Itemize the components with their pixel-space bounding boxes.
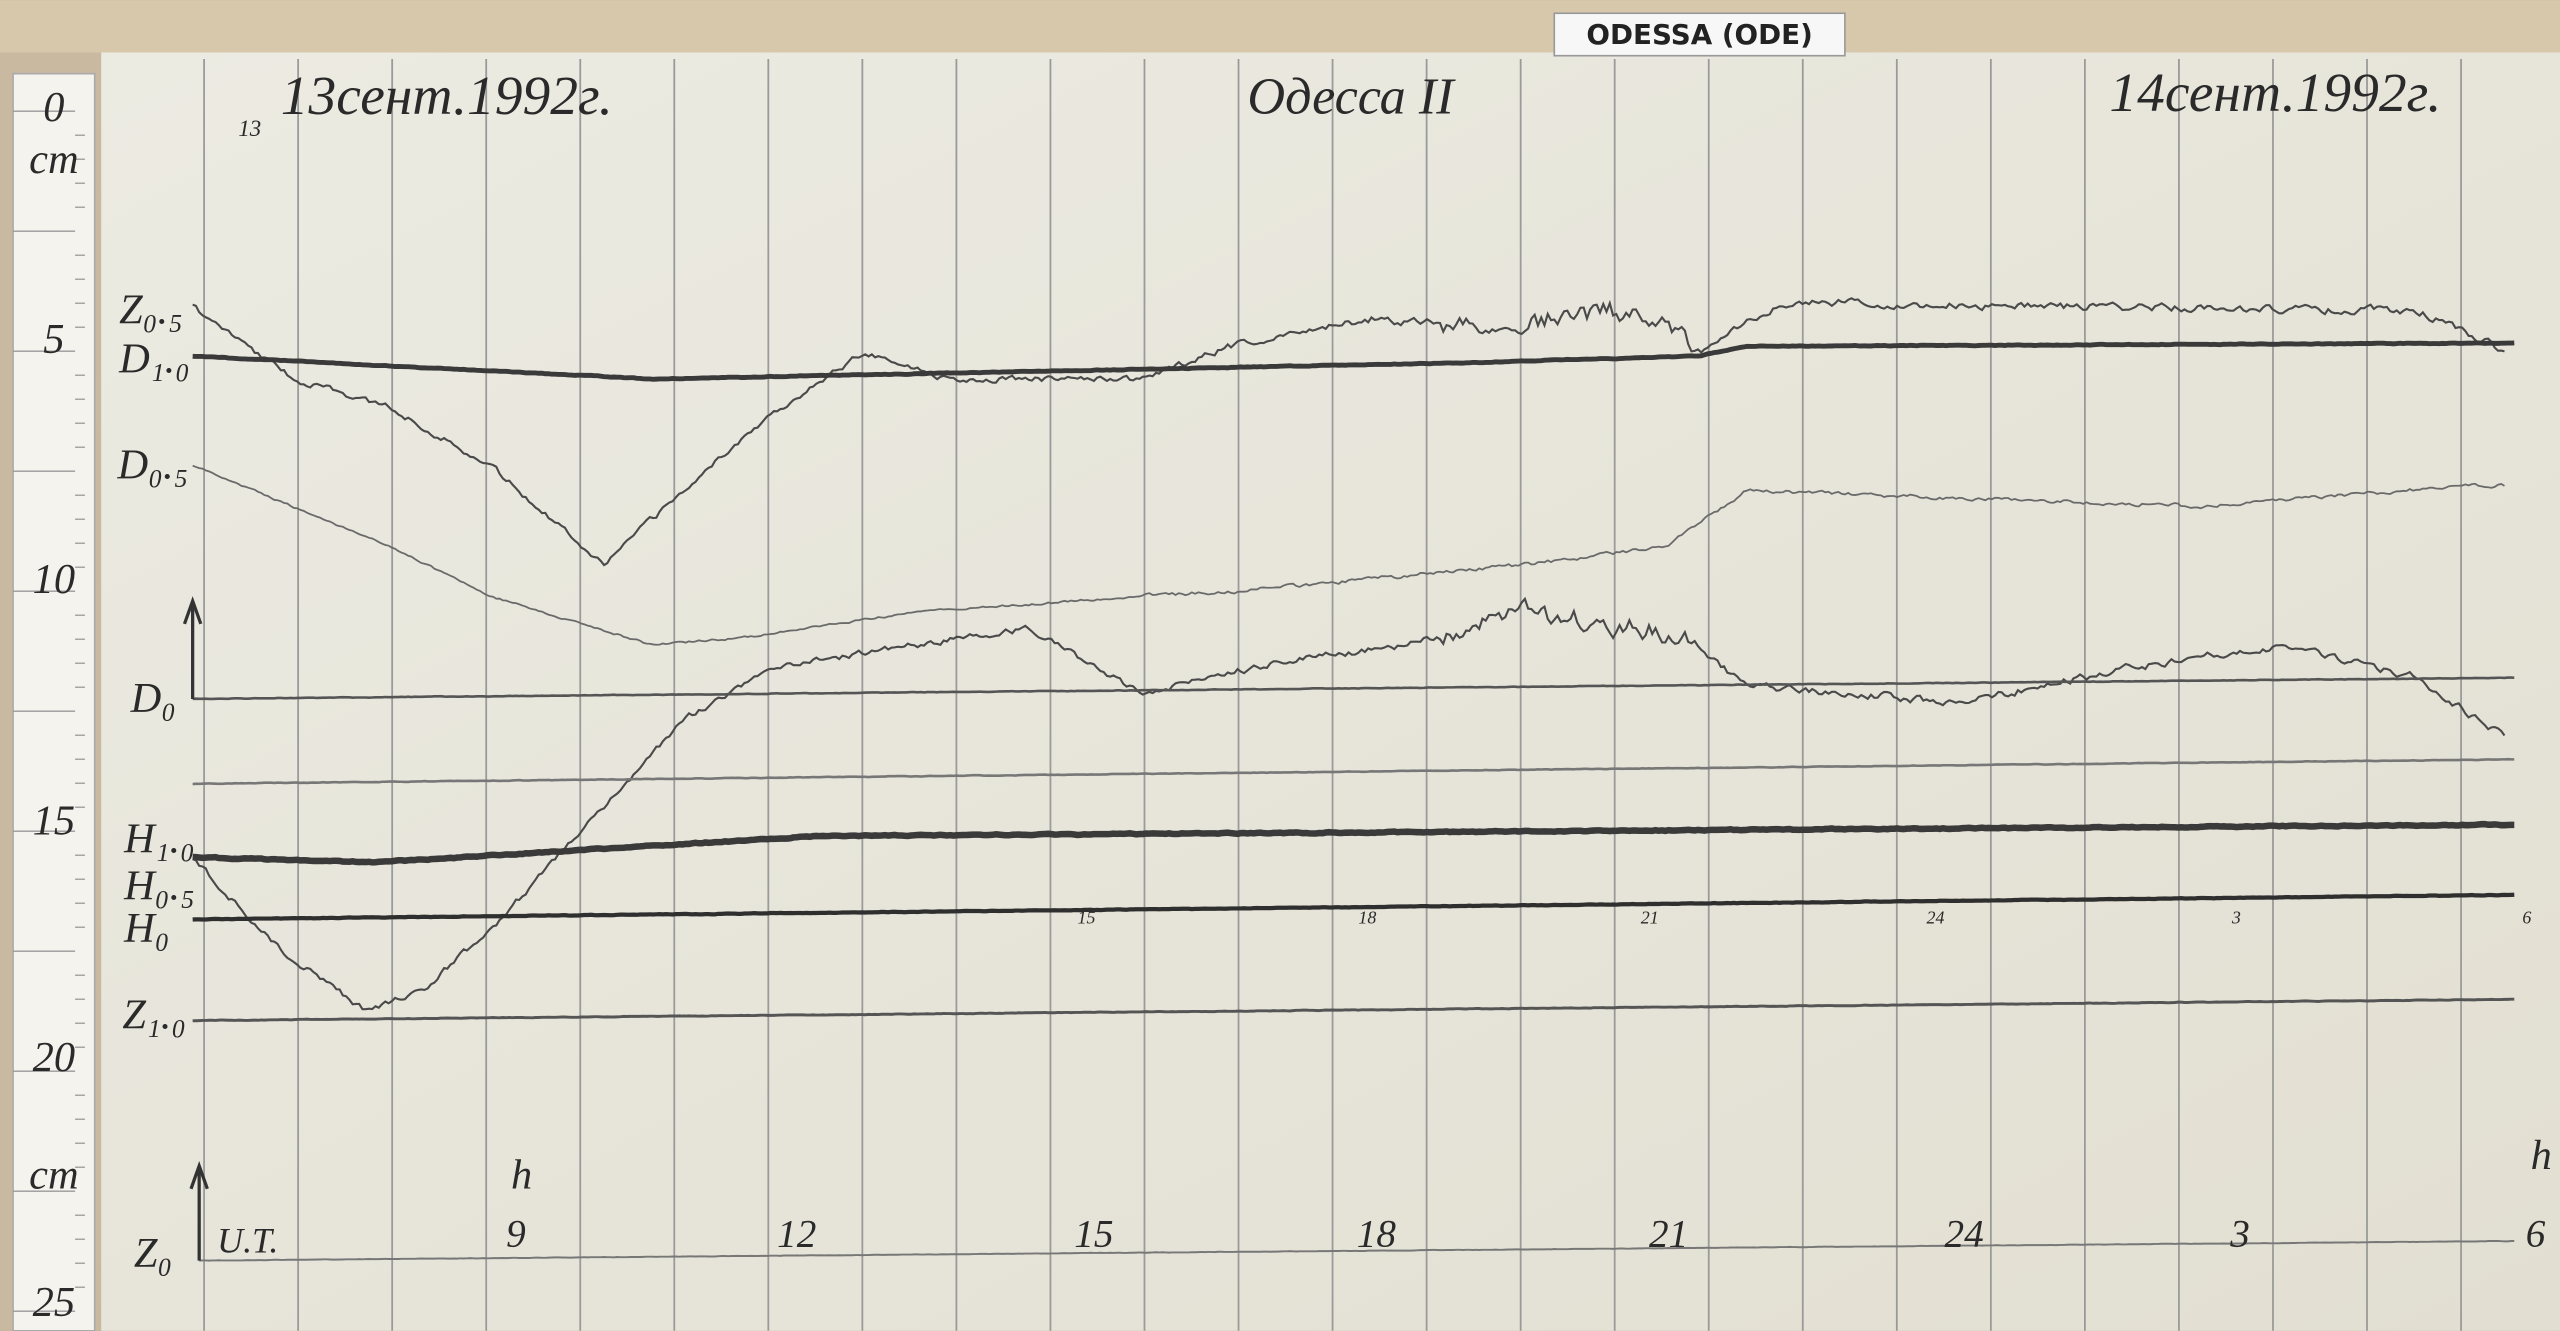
trace (192, 892, 2515, 922)
trace (199, 1240, 2515, 1262)
h0-mark: 21 (1641, 908, 1659, 928)
baseline-label: Z₀ (134, 1230, 172, 1277)
hour-label: 15 (1074, 1213, 1113, 1256)
left-date: 13сент.1992г. (281, 66, 613, 127)
trace (192, 464, 2505, 646)
ruler (12, 72, 96, 1331)
ruler-label: cm (29, 1152, 78, 1199)
trace (192, 676, 2515, 701)
trace-label: Z₀.₅ (119, 286, 183, 333)
trace-label: Z₁.₀ (122, 992, 186, 1039)
z-arrowhead (189, 1161, 209, 1190)
time-unit: h (511, 1152, 532, 1199)
h0-mark: 18 (1358, 908, 1376, 928)
right-date: 14сент.1992г. (2109, 63, 2441, 124)
trace (192, 997, 2515, 1023)
label-tag: ODESSA (ODE) (1586, 18, 1812, 51)
sheet-number: 13 (238, 116, 261, 141)
trace-label: H₀.₅ (123, 863, 195, 910)
trace (192, 340, 2515, 382)
time-unit: h (2531, 1132, 2552, 1179)
trace-label: D₀.₅ (117, 441, 189, 488)
ruler-label: 0 (43, 84, 64, 131)
trace-label: D₀ (130, 675, 176, 722)
h0-mark: 6 (2522, 908, 2531, 928)
hour-label: 12 (777, 1213, 816, 1256)
hour-label: 3 (2229, 1213, 2250, 1256)
trace-label: D₁.₀ (118, 335, 190, 382)
trace-label: H₁.₀ (123, 815, 195, 862)
hour-label: 21 (1649, 1213, 1688, 1256)
labels: 0 cm 5 10 15 20 cm 25 Z₀.₅D₁.₀ D₀.₅ D₀ H₁.₀H₀.₅H₀ Z₁… (29, 84, 2552, 1326)
trace (192, 757, 2515, 786)
d-arrowhead (182, 596, 203, 625)
top-strip (0, 0, 2560, 53)
ruler-label: 15 (33, 797, 75, 844)
hour-label: 9 (506, 1213, 526, 1256)
hour-label: 6 (2526, 1213, 2546, 1256)
ruler-label: 10 (33, 556, 75, 603)
hour-label: 24 (1944, 1213, 1983, 1256)
trace-label: H₀ (123, 905, 169, 952)
label-tag-box (1553, 12, 1846, 57)
h0-mark: 3 (2231, 908, 2241, 928)
ruler-label: 20 (33, 1034, 75, 1081)
paper (101, 52, 2560, 1331)
time-label: U.T. (217, 1221, 278, 1261)
trace (192, 820, 2515, 866)
ruler-label: 5 (43, 316, 64, 363)
ruler-label: 25 (33, 1279, 75, 1326)
station: Одесса II (1247, 67, 1456, 125)
h0-mark: 24 (1927, 908, 1945, 928)
trace (192, 297, 2505, 567)
ruler-label: cm (29, 136, 78, 183)
h0-mark: 15 (1078, 908, 1096, 928)
hour-label: 18 (1357, 1213, 1397, 1256)
trace (192, 596, 2506, 1011)
traces (192, 297, 2515, 1262)
